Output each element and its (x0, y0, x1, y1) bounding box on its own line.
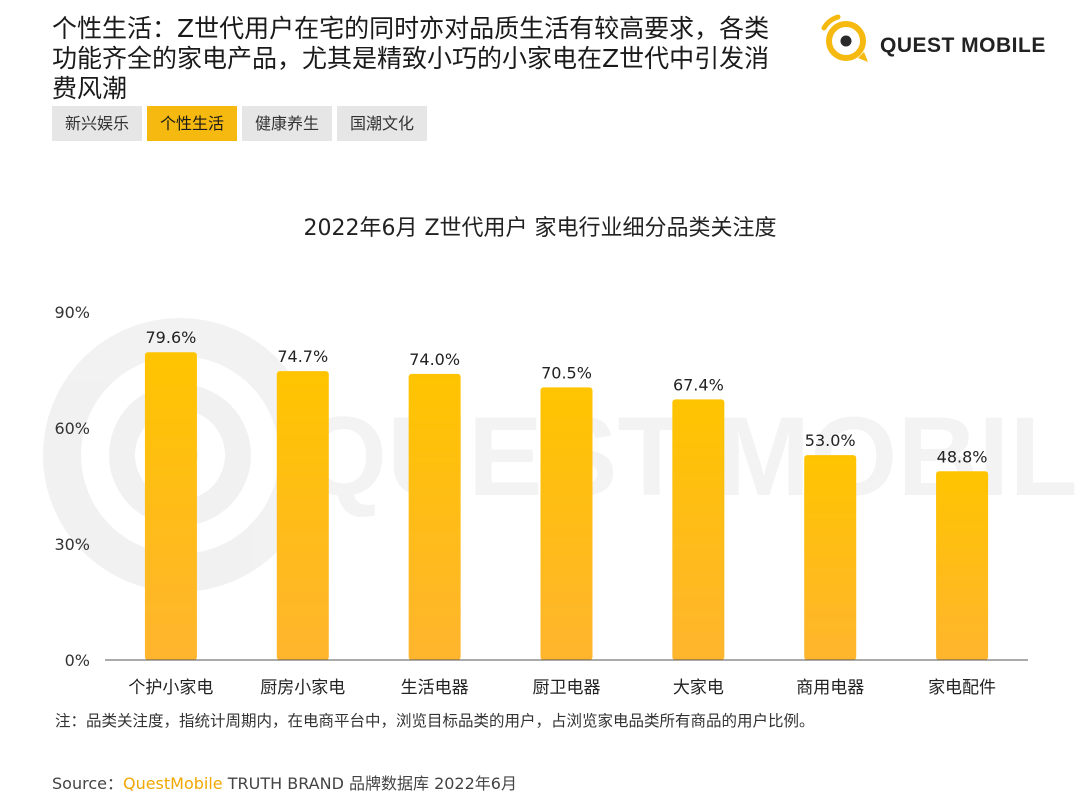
bar (144, 352, 197, 660)
tab-national-trend[interactable]: 国潮文化 (337, 106, 428, 141)
bar (408, 373, 461, 660)
bar-value-label: 67.4% (673, 375, 724, 394)
bar (276, 371, 329, 660)
bar (672, 399, 725, 660)
source-line: Source：QuestMobile TRUTH BRAND 品牌数据库 202… (52, 770, 517, 794)
bar (936, 471, 989, 660)
footnote: 注：品类关注度，指统计周期内，在电商平台中，浏览目标品类的用户，占浏览家电品类所… (55, 712, 815, 730)
source-suffix: TRUTH BRAND 品牌数据库 2022年6月 (222, 774, 517, 793)
questmobile-logo-icon (821, 14, 868, 62)
y-tick-label: 60% (54, 419, 90, 438)
bar-value-label: 53.0% (805, 431, 856, 450)
x-category-label: 个护小家电 (128, 678, 213, 698)
logo-text: QUEST MOBILE (880, 34, 1046, 57)
y-tick-label: 0% (65, 651, 90, 670)
bar (804, 455, 857, 660)
bar-value-label: 70.5% (541, 363, 592, 382)
x-category-label: 家电配件 (928, 678, 996, 698)
questmobile-logo: QUEST MOBILE (820, 14, 1050, 64)
tab-new-entertainment[interactable]: 新兴娱乐 (52, 106, 143, 141)
x-category-label: 大家电 (673, 678, 724, 698)
bar-value-label: 74.0% (409, 350, 460, 369)
x-category-label: 厨房小家电 (260, 678, 345, 698)
category-tabs: 新兴娱乐 个性生活 健康养生 国潮文化 (52, 106, 428, 141)
y-tick-label: 90% (54, 303, 90, 322)
bar (540, 387, 593, 660)
chart-title: 2022年6月 Z世代用户 家电行业细分品类关注度 (303, 216, 777, 241)
tab-health-wellness[interactable]: 健康养生 (242, 106, 333, 141)
bar-value-label: 79.6% (146, 328, 197, 347)
bar-value-label: 48.8% (937, 447, 988, 466)
x-category-label: 厨卫电器 (533, 678, 601, 698)
x-category-label: 商用电器 (796, 678, 864, 698)
source-prefix: Source： (52, 774, 123, 793)
bar-value-label: 74.7% (277, 347, 328, 366)
source-brand: QuestMobile (122, 774, 223, 793)
tab-personal-life[interactable]: 个性生活 (147, 106, 238, 141)
y-tick-label: 30% (54, 535, 90, 554)
x-category-label: 生活电器 (401, 678, 469, 698)
page-headline: 个性生活：Z世代用户在宅的同时亦对品质生活有较高要求，各类功能齐全的家电产品，尤… (52, 14, 770, 103)
